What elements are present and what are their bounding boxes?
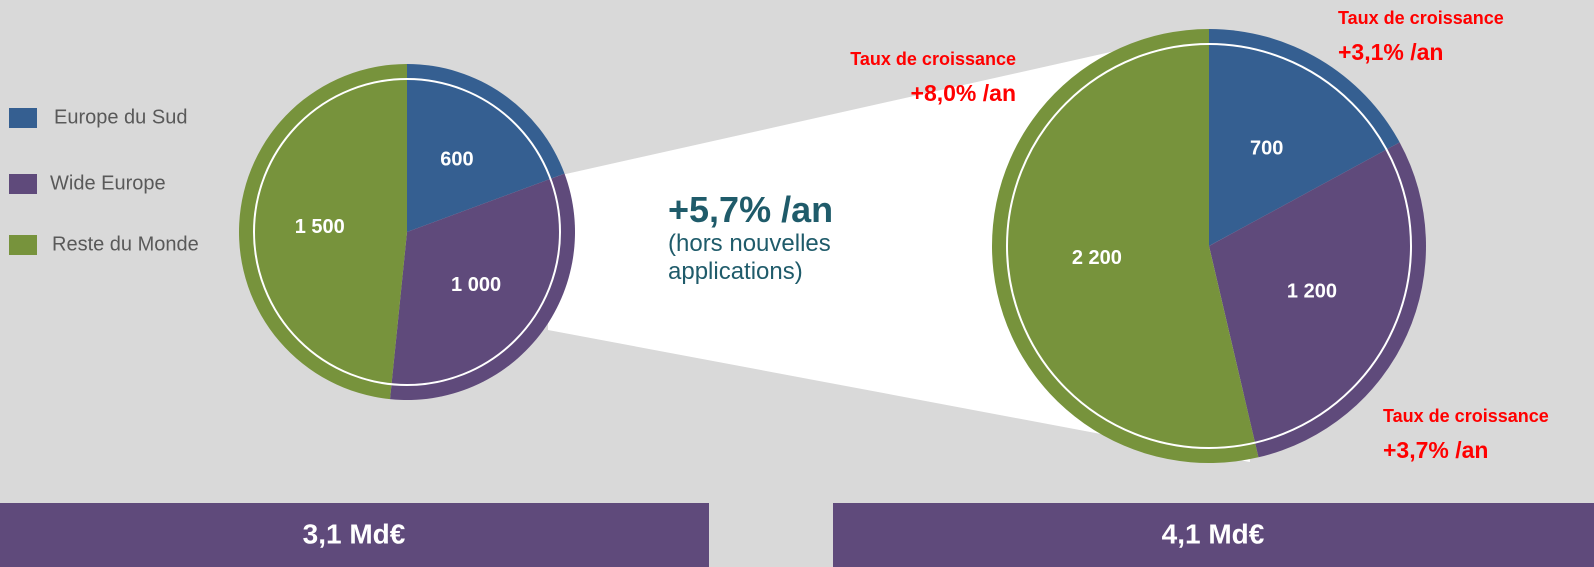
growth-value: +8,0% /an (911, 80, 1016, 106)
growth-note: +5,7% /an (hors nouvelles applications) (668, 190, 898, 286)
slice-label: 600 (440, 149, 473, 171)
growth-value: +3,7% /an (1383, 437, 1488, 463)
legend-label: Wide Europe (50, 172, 166, 194)
slice-label: 1 500 (295, 216, 345, 238)
slice-label: 1 000 (451, 274, 501, 296)
legend-label: Europe du Sud (54, 106, 187, 128)
slice-label: 700 (1250, 137, 1283, 159)
pie-slice (390, 173, 575, 400)
pie-ring (1006, 43, 1412, 449)
pie-ring (253, 78, 561, 386)
slice-label: 1 200 (1287, 280, 1337, 302)
total-label: 4,1 Md€ (1162, 518, 1265, 549)
growth-title: Taux de croissance (850, 49, 1016, 69)
legend-swatch (9, 235, 37, 255)
total-label: 3,1 Md€ (303, 518, 406, 549)
slice-label: 2 200 (1072, 247, 1122, 269)
pie-slice (1209, 142, 1427, 458)
growth-title: Taux de croissance (1383, 406, 1549, 426)
total-bar (833, 503, 1594, 567)
pie-slice (1209, 29, 1400, 246)
pie-slice (238, 64, 407, 400)
growth-value: +3,1% /an (1338, 39, 1443, 65)
total-bar (0, 503, 709, 567)
growth-rate: +5,7% /an (668, 189, 834, 230)
pie-slice (992, 29, 1259, 463)
legend-swatch (9, 108, 37, 128)
growth-note-text: (hors nouvelles applications) (668, 230, 831, 285)
pie-slice (407, 64, 565, 232)
growth-title: Taux de croissance (1338, 8, 1504, 28)
legend-swatch (9, 174, 37, 194)
legend-label: Reste du Monde (52, 233, 199, 255)
